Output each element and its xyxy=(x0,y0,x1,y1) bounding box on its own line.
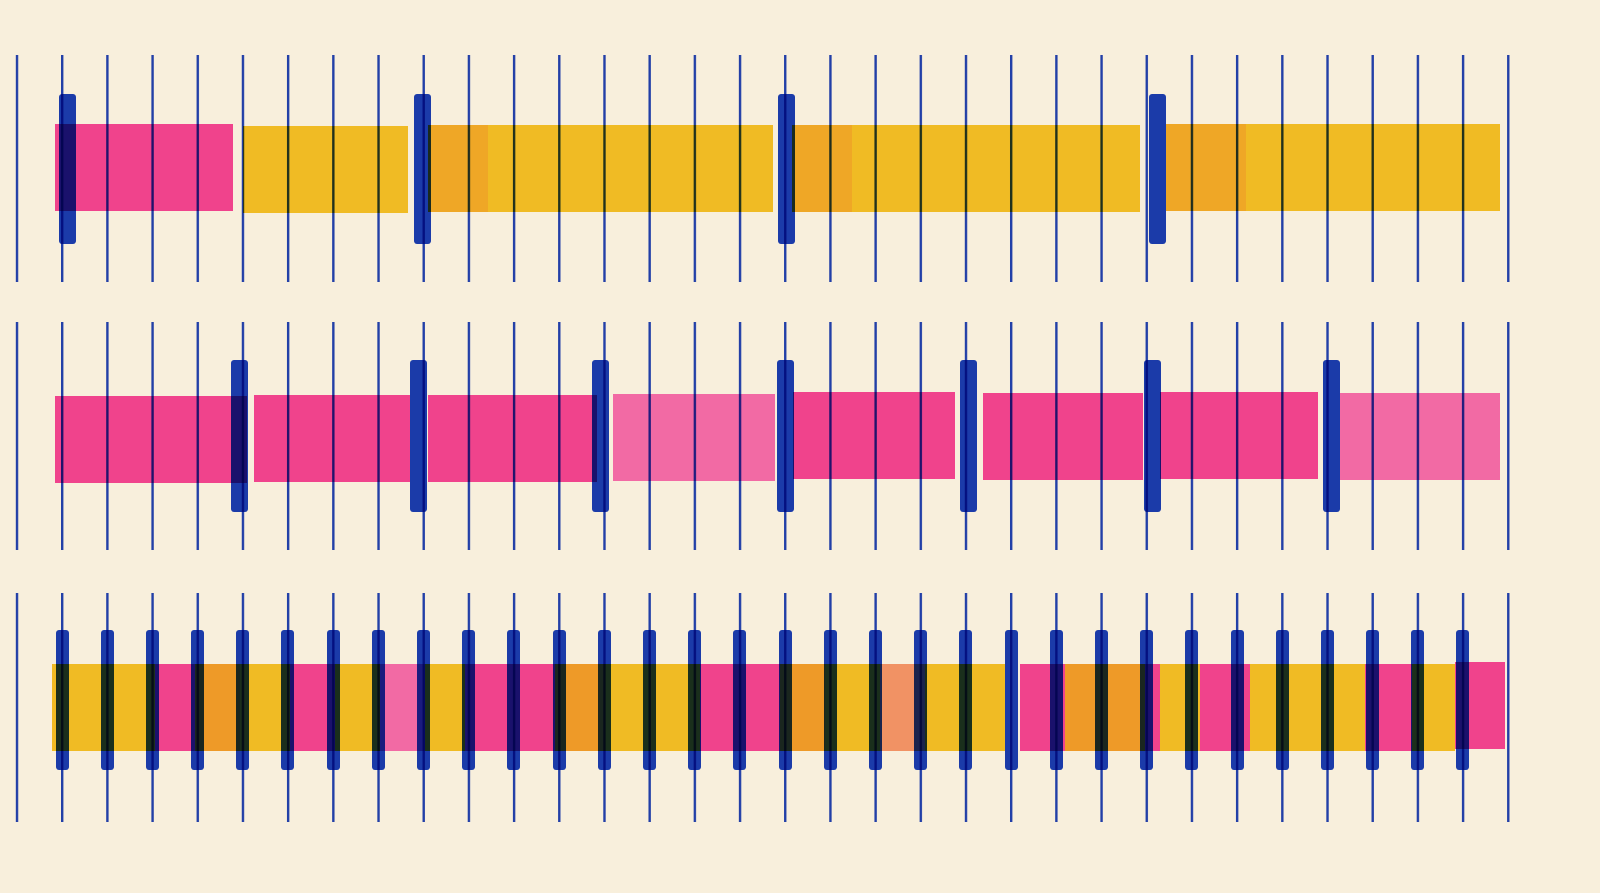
marker xyxy=(553,630,566,770)
tick-lines xyxy=(0,593,1510,822)
marker xyxy=(1095,630,1108,770)
marker xyxy=(1005,630,1018,770)
marker xyxy=(598,630,611,770)
marker xyxy=(56,630,69,770)
marker xyxy=(643,630,656,770)
marker xyxy=(1366,630,1379,770)
marker xyxy=(688,630,701,770)
marker xyxy=(1456,630,1469,770)
marker xyxy=(281,630,294,770)
marker xyxy=(869,630,882,770)
marker xyxy=(1323,360,1340,512)
marker xyxy=(1140,630,1153,770)
marker xyxy=(960,360,977,512)
marker xyxy=(1144,360,1161,512)
marker xyxy=(231,360,248,512)
marker xyxy=(507,630,520,770)
marker xyxy=(824,630,837,770)
marker xyxy=(372,630,385,770)
marker xyxy=(1050,630,1063,770)
tick-lines xyxy=(0,55,1510,282)
marker xyxy=(1411,630,1424,770)
marker xyxy=(59,94,76,244)
marker xyxy=(417,630,430,770)
marker xyxy=(592,360,609,512)
marker xyxy=(146,630,159,770)
marker xyxy=(1276,630,1289,770)
marker xyxy=(327,630,340,770)
marker xyxy=(410,360,427,512)
marker xyxy=(1149,94,1166,244)
marker xyxy=(462,630,475,770)
marker xyxy=(191,630,204,770)
row-3 xyxy=(0,593,1510,822)
marker xyxy=(779,630,792,770)
marker xyxy=(236,630,249,770)
markers xyxy=(56,630,1469,770)
marker xyxy=(414,94,431,244)
tick-lines xyxy=(0,322,1510,550)
row-1 xyxy=(0,55,1510,282)
marker xyxy=(1231,630,1244,770)
marker xyxy=(733,630,746,770)
row-2 xyxy=(0,322,1510,550)
marker xyxy=(778,94,795,244)
marker xyxy=(1321,630,1334,770)
marker xyxy=(914,630,927,770)
marker xyxy=(959,630,972,770)
marker xyxy=(1185,630,1198,770)
marker xyxy=(777,360,794,512)
marker xyxy=(101,630,114,770)
